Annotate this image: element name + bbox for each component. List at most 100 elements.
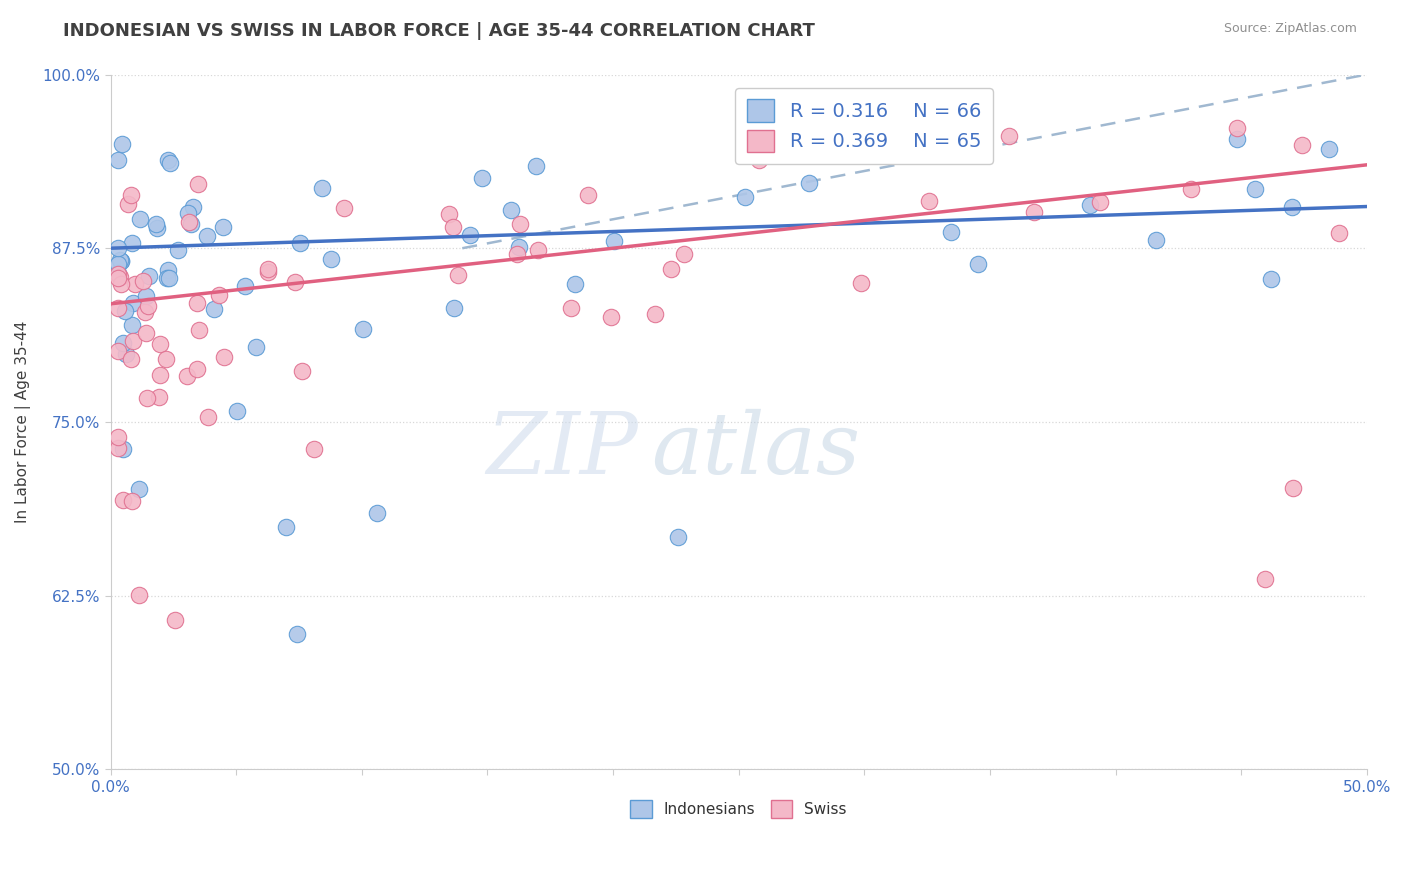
Point [108,253,131,268]
Point [860,133,883,147]
Point [332,201,354,215]
Point [233,279,256,293]
Point [284,275,307,289]
Point [849,276,872,290]
Point [274,520,297,534]
Point [107,441,129,455]
Point [146,220,169,235]
Point [187,323,209,337]
Point [157,270,180,285]
Y-axis label: In Labor Force | Age 35-44: In Labor Force | Age 35-44 [15,321,31,523]
Point [1281,201,1303,215]
Point [186,295,208,310]
Point [1180,181,1202,195]
Point [187,177,209,191]
Point [918,194,941,208]
Point [1317,142,1340,156]
Point [107,344,129,359]
Point [245,341,267,355]
Point [1144,233,1167,247]
Point [1226,121,1249,136]
Point [138,268,160,283]
Point [145,217,167,231]
Point [156,271,179,285]
Point [941,226,963,240]
Point [499,202,522,217]
Point [1244,182,1267,196]
Point [470,171,492,186]
Point [107,242,129,256]
Point [110,253,132,268]
Point [124,277,146,291]
Point [666,530,689,544]
Point [765,138,787,153]
Text: INDONESIAN VS SWISS IN LABOR FORCE | AGE 35-44 CORRELATION CHART: INDONESIAN VS SWISS IN LABOR FORCE | AGE… [63,22,815,40]
Point [527,243,550,257]
Point [644,307,666,321]
Point [311,181,333,195]
Point [121,334,143,349]
Point [285,627,308,641]
Point [155,351,177,366]
Point [111,492,134,507]
Point [107,271,129,285]
Point [1078,197,1101,211]
Point [508,240,530,254]
Point [1260,272,1282,286]
Point [112,336,135,351]
Point [117,196,139,211]
Point [122,296,145,310]
Point [441,220,464,235]
Point [179,215,201,229]
Point [211,220,233,235]
Point [225,404,247,418]
Point [603,235,626,249]
Point [659,262,682,277]
Point [138,300,160,314]
Point [186,362,208,376]
Point [107,301,129,315]
Point [967,257,990,271]
Point [257,265,280,279]
Point [1088,195,1111,210]
Point [177,206,200,220]
Point [197,409,219,424]
Point [121,235,143,250]
Point [112,442,135,457]
Point [797,176,820,190]
Point [366,506,388,520]
Point [156,153,179,167]
Point [129,211,152,226]
Text: Source: ZipAtlas.com: Source: ZipAtlas.com [1223,22,1357,36]
Point [180,218,202,232]
Point [157,263,180,277]
Point [1022,205,1045,219]
Point [181,200,204,214]
Point [149,368,172,382]
Legend: Indonesians, Swiss: Indonesians, Swiss [624,795,853,824]
Point [176,368,198,383]
Point [509,217,531,231]
Point [167,243,190,257]
Point [1226,132,1249,146]
Point [1291,138,1313,153]
Point [290,364,312,378]
Point [998,129,1021,144]
Point [202,302,225,317]
Point [111,137,134,152]
Point [1254,572,1277,586]
Point [560,301,582,315]
Point [257,262,280,277]
Point [107,267,129,281]
Point [447,268,470,282]
Point [110,277,132,292]
Point [443,301,465,315]
Point [352,322,374,336]
Point [128,482,150,496]
Point [159,156,181,170]
Point [149,336,172,351]
Point [302,442,325,457]
Point [439,207,461,221]
Point [524,159,547,173]
Point [107,257,129,271]
